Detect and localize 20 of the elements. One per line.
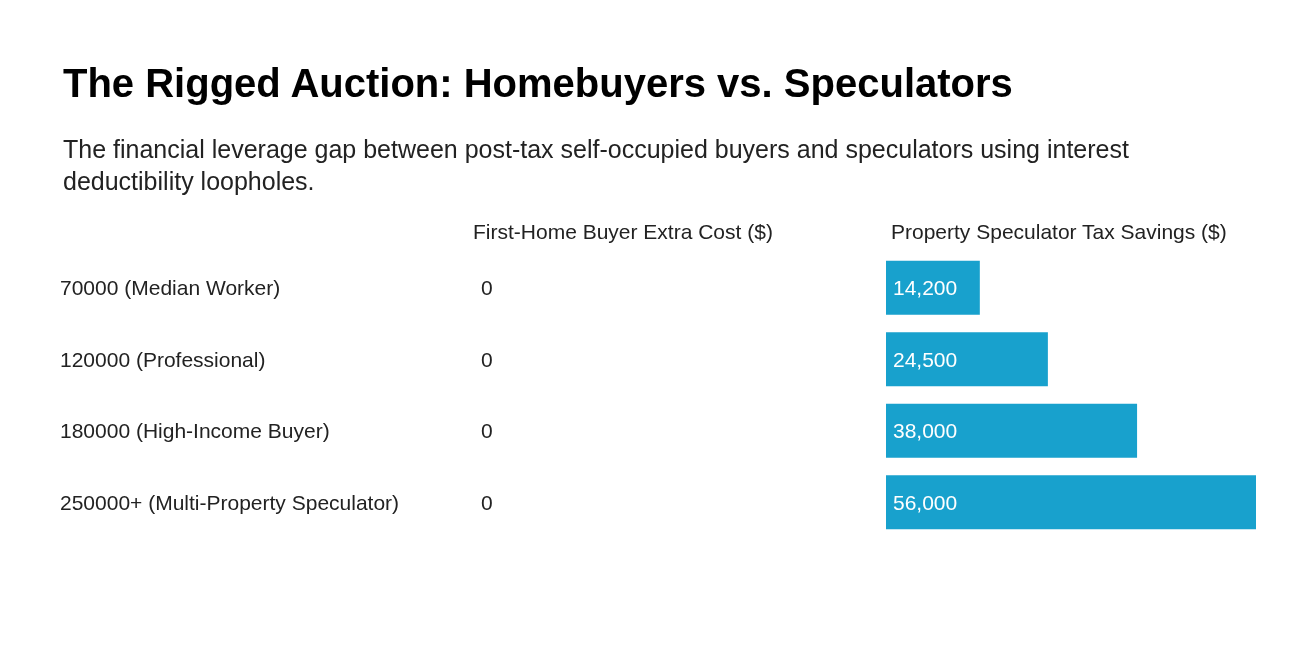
bar [886,260,980,315]
data-label: 24,500 [893,347,958,371]
data-label: 38,000 [893,419,958,443]
data-label: 14,200 [893,276,958,300]
y-tick-label: 120000 (Professional) [60,347,266,371]
data-label: 56,000 [893,490,958,514]
text: The financial leverage gap between post-tax self-occupied buyers and speculators using interest deductibility loopholes. [63,135,1136,195]
series-label: Property Speculator Tax Savings ($) [891,220,1227,243]
y-tick-label: 180000 (High-Income Buyer) [60,419,330,443]
text: The Rigged Auction: Homebuyers vs. Speculators [63,61,1013,105]
data-label: 0 [481,347,493,371]
bar [886,403,1138,458]
y-tick-label: 70000 (Median Worker) [60,276,281,300]
bar [886,332,1048,387]
y-tick-label: 250000+ (Multi-Property Speculator) [60,490,400,514]
data-label: 0 [481,419,493,443]
bar [886,475,1256,530]
text: First-Home Buyer Extra Cost ($) [473,220,773,243]
data-label: 0 [481,276,493,300]
data-label: 0 [481,490,493,514]
